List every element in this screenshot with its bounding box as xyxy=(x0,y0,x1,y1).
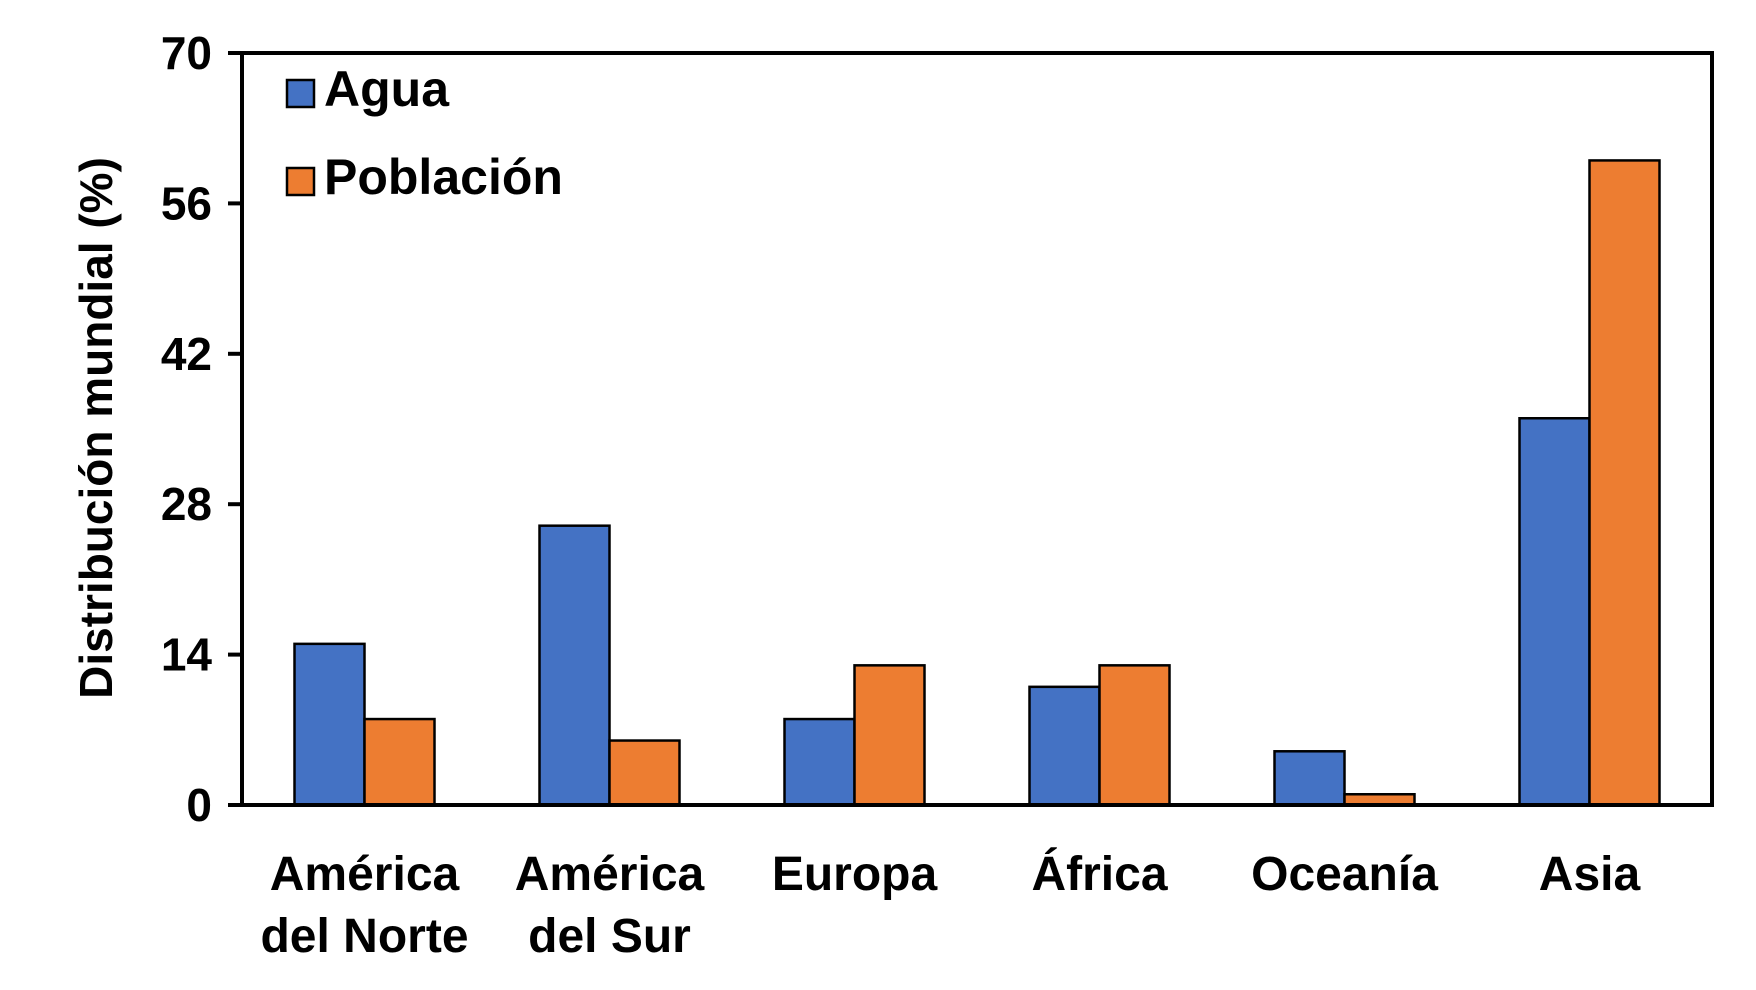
bar-agua-america-del-norte xyxy=(293,642,366,807)
y-axis-ticks: 0 14 28 42 56 70 xyxy=(161,27,242,831)
x-category-label: América xyxy=(515,848,705,901)
y-tick-label: 56 xyxy=(161,177,212,229)
bar-agua-oceania xyxy=(1273,750,1346,807)
y-tick-label: 14 xyxy=(161,629,213,681)
bar-poblacion-africa xyxy=(1098,664,1171,807)
y-axis-title: Distribución mundial (%) xyxy=(70,157,122,699)
y-tick-label: 70 xyxy=(161,27,212,79)
legend-swatch-poblacion xyxy=(285,166,316,197)
x-category-label: Europa xyxy=(772,848,938,901)
bar-agua-america-del-sur xyxy=(538,524,611,807)
x-category-label: América xyxy=(270,848,460,901)
x-category-label: del Sur xyxy=(528,910,691,963)
bar-agua-europa xyxy=(783,717,856,807)
bar-poblacion-asia xyxy=(1588,159,1661,807)
legend: Agua Población xyxy=(285,61,563,205)
legend-swatch-agua xyxy=(285,78,316,109)
y-tick-label: 28 xyxy=(161,478,212,530)
x-category-label: del Norte xyxy=(260,910,468,963)
x-category-label: África xyxy=(1031,847,1167,901)
legend-label-poblacion: Población xyxy=(324,149,563,205)
bar-poblacion-europa xyxy=(853,664,926,807)
legend-label-agua: Agua xyxy=(324,61,450,117)
x-axis-categories: América del Norte América del Sur Europa Áfri… xyxy=(260,847,1640,963)
bar-poblacion-america-del-norte xyxy=(363,717,436,807)
bar-agua-africa xyxy=(1028,685,1101,807)
y-tick-label: 0 xyxy=(186,779,212,831)
bar-agua-asia xyxy=(1518,417,1591,807)
bars-group xyxy=(293,159,1661,807)
x-category-label: Oceanía xyxy=(1251,848,1438,901)
x-category-label: Asia xyxy=(1539,848,1641,901)
bar-poblacion-america-del-sur xyxy=(608,739,681,807)
y-tick-label: 42 xyxy=(161,328,212,380)
